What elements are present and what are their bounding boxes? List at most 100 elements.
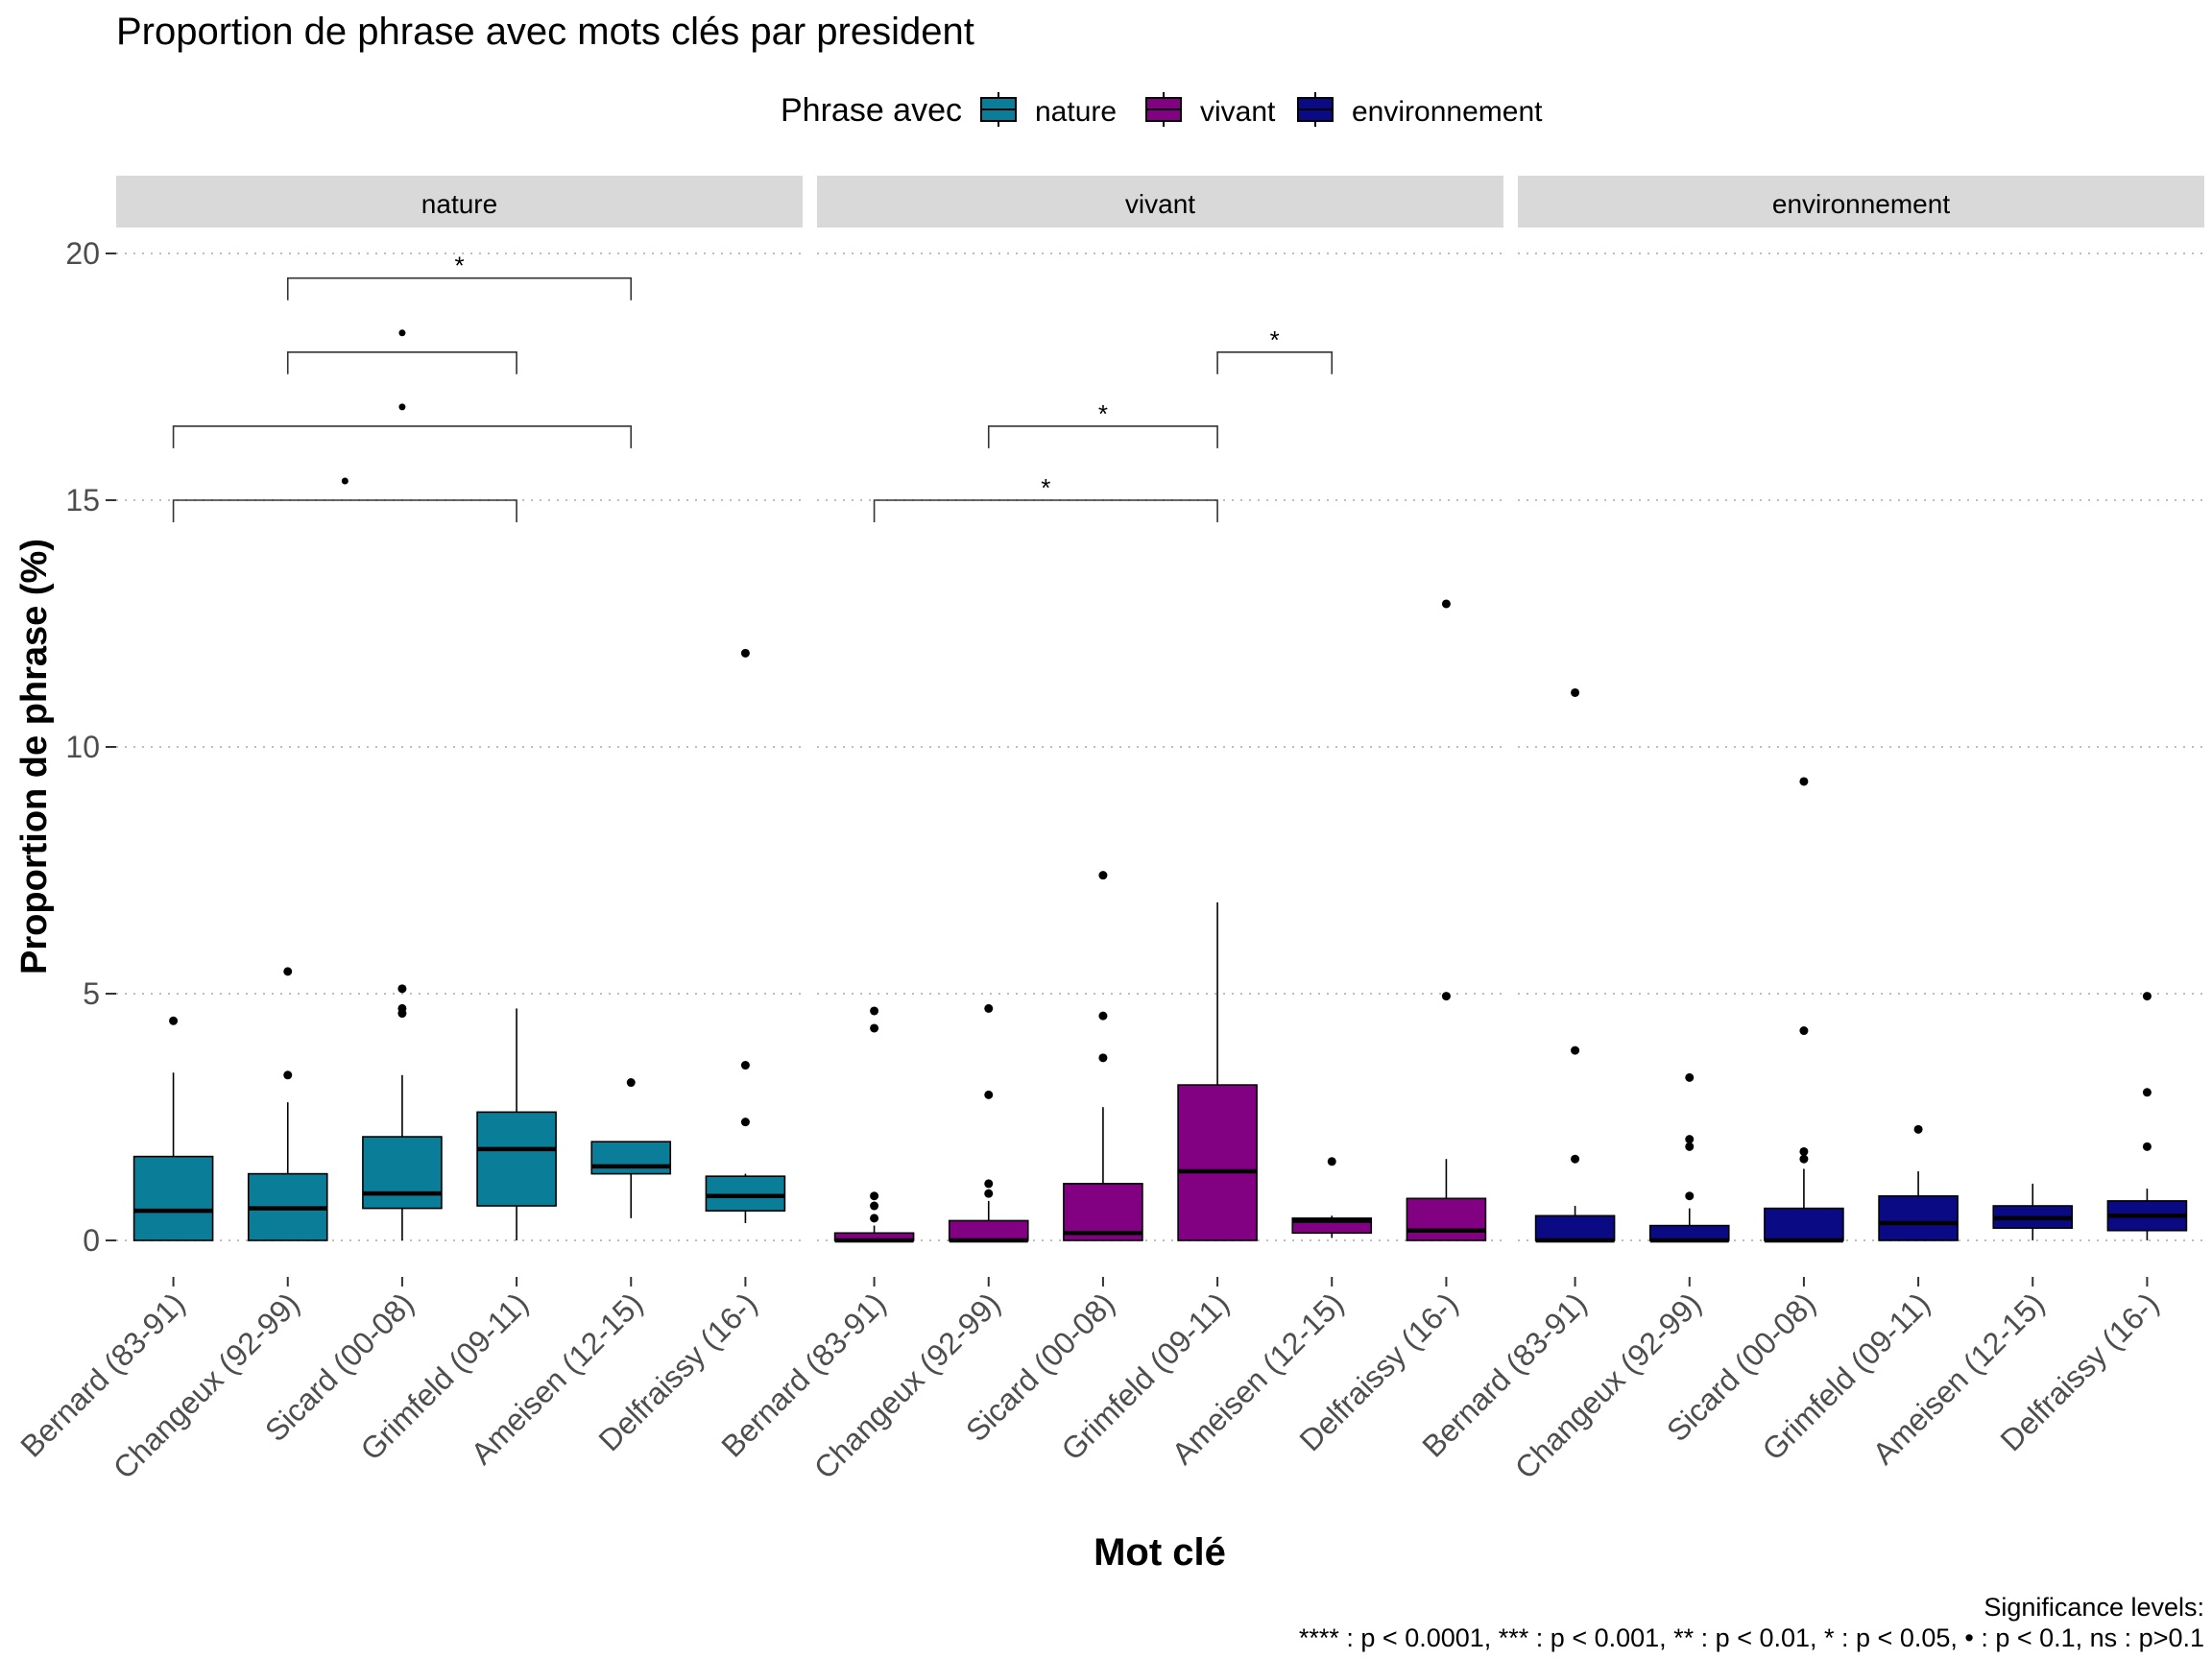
legend: Phrase avec nature vivant environnement <box>781 92 1543 129</box>
box-iqr <box>1406 1197 1487 1241</box>
box-vivant-4 <box>1291 1157 1373 1238</box>
outlier-point <box>169 1016 179 1025</box>
outlier-point <box>1913 1124 1923 1134</box>
box-environnement-0 <box>1534 687 1616 1243</box>
y-tick-label: 0 <box>83 1223 100 1258</box>
box-vivant-2 <box>1063 871 1143 1241</box>
box-iqr <box>705 1175 786 1212</box>
box-nature-5 <box>705 648 786 1224</box>
bracket-line <box>172 425 633 448</box>
bracket-line <box>1216 351 1334 374</box>
significance-bracket: * <box>873 473 1218 522</box>
facet-strip-label: nature <box>421 189 497 219</box>
box-iqr <box>948 1219 1029 1241</box>
legend-title: Phrase avec <box>781 92 962 129</box>
outlier-point <box>870 1201 879 1211</box>
box-vivant-5 <box>1406 599 1487 1241</box>
box-nature-4 <box>590 1078 672 1218</box>
outlier-point <box>984 1003 994 1013</box>
significance-label: * <box>1270 325 1280 354</box>
outlier-point <box>2142 1088 2152 1097</box>
box-vivant-1 <box>948 1003 1029 1243</box>
outlier-point <box>1441 992 1451 1001</box>
significance-label <box>341 477 349 485</box>
outlier-point <box>1098 871 1108 880</box>
outlier-point <box>1799 777 1809 786</box>
box-nature-3 <box>476 1008 557 1240</box>
facet-strip <box>1518 176 2204 228</box>
significance-label <box>398 329 406 337</box>
outlier-point <box>984 1179 994 1189</box>
footnote-line-1: Significance levels: <box>1984 1593 2204 1622</box>
outlier-point <box>1571 1046 1580 1055</box>
outlier-point <box>1685 1135 1695 1144</box>
bracket-line <box>172 499 517 522</box>
significance-bracket <box>286 329 517 374</box>
box-environnement-5 <box>2106 992 2188 1240</box>
facet-strip-label: vivant <box>1125 189 1195 219</box>
outlier-point <box>1799 1154 1809 1164</box>
box-nature-1 <box>247 967 328 1241</box>
box-vivant-3 <box>1177 902 1258 1241</box>
bracket-line <box>286 351 517 374</box>
outlier-point <box>1327 1157 1336 1166</box>
outlier-point <box>870 1191 879 1201</box>
significance-bracket: * <box>1216 325 1334 374</box>
outlier-point <box>1441 599 1451 609</box>
box-iqr <box>362 1136 443 1210</box>
y-tick-label: 10 <box>65 730 100 764</box>
outlier-point <box>2142 1142 2152 1151</box>
box-iqr <box>1534 1214 1616 1241</box>
outlier-point <box>870 1023 879 1033</box>
outlier-point <box>984 1090 994 1099</box>
box-iqr <box>1177 1084 1258 1241</box>
outlier-point <box>397 984 407 994</box>
outlier-point <box>1799 1146 1809 1156</box>
box-environnement-1 <box>1648 1072 1730 1243</box>
bracket-line <box>987 425 1218 448</box>
outlier-point <box>870 1006 879 1016</box>
outlier-point <box>2142 992 2152 1001</box>
outlier-point <box>1685 1191 1695 1201</box>
y-tick-label: 20 <box>65 236 100 271</box>
box-environnement-3 <box>1878 1124 1959 1241</box>
box-iqr <box>476 1111 557 1207</box>
outlier-point <box>1098 1011 1108 1021</box>
significance-bracket <box>172 403 633 448</box>
outlier-point <box>984 1189 994 1198</box>
outlier-point <box>1098 1053 1108 1063</box>
significance-bracket <box>172 477 517 522</box>
facet-strip <box>116 176 803 228</box>
legend-item-nature: nature <box>980 92 1117 128</box>
significance-bracket: * <box>987 399 1218 448</box>
outlier-point <box>283 967 293 976</box>
significance-label: * <box>1041 473 1050 502</box>
outlier-point <box>1685 1072 1695 1082</box>
box-iqr <box>1764 1207 1844 1241</box>
significance-label <box>398 403 406 411</box>
box-environnement-4 <box>1992 1183 2074 1240</box>
y-tick-label: 5 <box>83 976 100 1011</box>
outlier-point <box>870 1214 879 1223</box>
bracket-line <box>286 276 633 301</box>
box-iqr <box>590 1141 672 1175</box>
outlier-point <box>1799 1026 1809 1036</box>
facet-strip-label: environnement <box>1772 189 1950 219</box>
legend-item-vivant: vivant <box>1145 92 1276 128</box>
box-iqr <box>132 1155 214 1241</box>
box-nature-0 <box>132 1016 214 1241</box>
outlier-point <box>1685 1142 1695 1151</box>
legend-label: vivant <box>1200 96 1276 128</box>
box-iqr <box>1878 1194 1959 1241</box>
bracket-line <box>873 499 1218 522</box>
footnote-line-2: **** : p < 0.0001, *** : p < 0.001, ** :… <box>1299 1623 2204 1652</box>
box-iqr <box>1648 1224 1730 1241</box>
outlier-point <box>1571 1154 1580 1164</box>
outlier-point <box>740 1118 750 1127</box>
box-vivant-0 <box>833 1006 915 1243</box>
outlier-point <box>626 1078 636 1088</box>
